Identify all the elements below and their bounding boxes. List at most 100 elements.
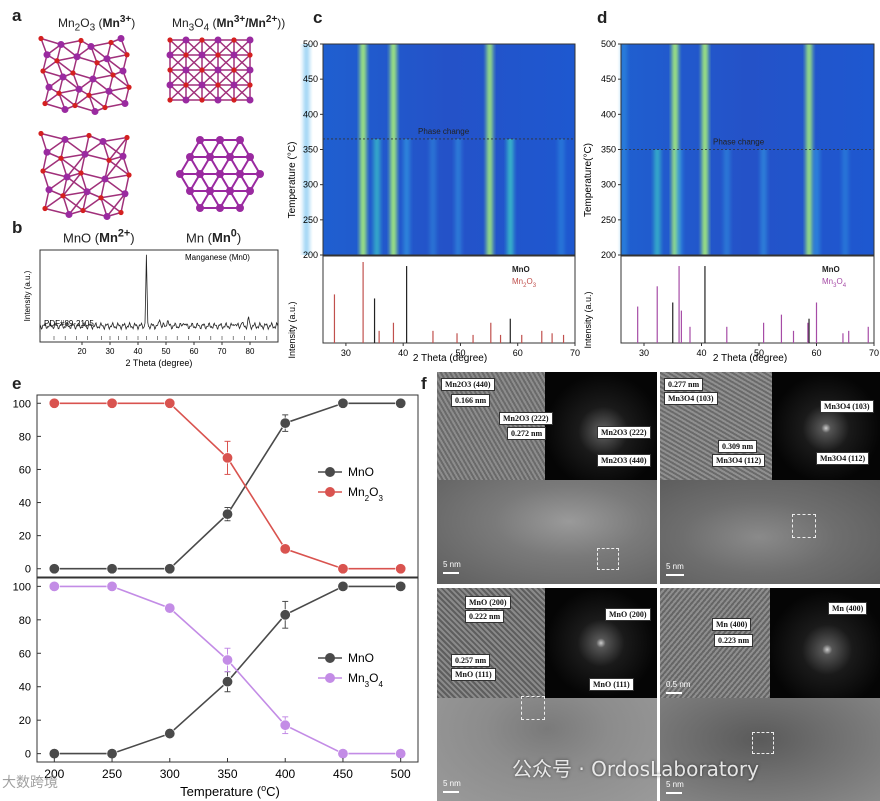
mn2o3-structure-atom [56,90,62,96]
mn3o4-structure-bond [169,39,187,56]
panel-e-xtick-label: 500 [391,767,411,781]
panel-e-bottom-ytick-label: 80 [19,615,31,627]
panel-b-xtick-label: 60 [190,347,199,356]
mn3o4-structure-bond [185,84,203,101]
tem-q2-fft1: Mn3O4 (103) [820,400,874,413]
panel-c-heat-band [455,138,462,255]
mno-structure-bond [66,153,86,178]
panel-e-top-legend-label: Mn2O3 [348,485,383,503]
mno-structure-atom [63,173,71,181]
mno-structure-atom [126,172,132,178]
mn2o3-structure-bond [58,92,76,107]
panel-e-top-ytick-label: 40 [19,498,31,510]
mn3o4-structure-atom [246,96,254,104]
panel-c-heat-band [558,138,565,255]
mn2o3-structure-atom [105,87,113,95]
panel-c-heat-band [303,44,310,255]
mn2o3-structure-atom [70,70,76,76]
mn2o3-structure-atom [102,104,108,111]
mn3o4-structure-atom [231,97,237,103]
mn3o4-structure-atom [199,97,205,103]
tem-q1-scale: 5 nm [443,560,461,569]
panel-c-xtick-label: 70 [570,348,580,358]
tem-q3-lattice1: MnO (200) [465,596,511,609]
panel-e-top-point-mn2o3 [279,543,291,555]
panel-e-top-ytick-label: 100 [13,398,31,410]
panel-c-chart: Temperature (°C) Intensity (a.u.) 2 Thet… [287,39,580,364]
mno-structure-bond [64,138,86,155]
mn-structure-atom [246,187,254,195]
panel-label-e: e [12,374,22,393]
panel-d-ytick-label: 500 [601,39,616,49]
mn-structure-atom [216,204,224,212]
panel-d-heat-band [672,44,679,255]
mn2o3-structure-atom [73,53,81,61]
mno-structure-bond [48,176,68,191]
panel-e-xtick-label: 350 [217,767,237,781]
panel-e-top-point-mno [106,563,118,575]
tem-q2-fft2: Mn3O4 (112) [816,452,870,465]
tem-q3: MnO (200) 0.222 nm 0.257 nm MnO (111) Mn… [437,588,657,801]
mn2o3-structure-bond [56,60,74,74]
panel-label-d: d [597,8,608,27]
panel-d-ytick-label: 300 [601,180,616,190]
tem-q1-fft1: Mn2O3 (222) [597,426,651,439]
panel-c-heat-band [403,138,410,255]
mno-structure-bond [68,191,88,215]
panel-c-ytick-label: 300 [303,180,318,190]
mno-structure-bond [60,157,82,174]
mn2o3-structure-bond [112,74,130,88]
tem-q3-scale: 5 nm [443,779,461,788]
panel-e-bottom-ytick-label: 40 [19,682,31,694]
mno-structure-bond [108,159,130,176]
mno-structure-bond [42,170,68,178]
panel-d-ytick-label: 350 [601,145,616,155]
mn2o3-structure-atom [61,106,69,113]
panel-e-xtick-label: 450 [333,767,353,781]
mn3o4-structure-bond [233,54,251,71]
mn3o4-structure-bond [201,69,219,86]
panel-e-xtick-label: 400 [275,767,295,781]
mno-structure-atom [106,157,112,163]
tem-q3-dist2: 0.257 nm [451,654,491,667]
mn3o4-structure-atom [167,37,173,43]
mn3o4-structure-bond [217,54,235,71]
mn3o4-structure-atom [166,81,174,89]
panel-d-ytick-label: 450 [601,74,616,84]
mn3o4-structure-bond [217,84,235,101]
mn2o3-structure-atom [75,85,83,93]
mn2o3-structure-atom [42,100,48,107]
panel-d-legend-1: Mn3O4 [822,277,847,289]
mn3o4-structure-atom [199,37,205,43]
mn3o4-structure-atom [167,97,173,103]
panel-e-top-legend-marker [325,487,335,497]
mno-structure-atom [40,168,46,174]
panel-b-xlabel: 2 Theta (degree) [126,358,193,368]
panel-b-pattern [39,254,279,332]
tem-q3-lowmag [437,698,657,801]
panel-c-ytick-label: 450 [303,74,318,84]
panel-e-xtick-label: 250 [102,767,122,781]
mno-structure-bond [104,178,126,195]
mn2o3-structure-atom [94,60,100,66]
mno-structure-bond [102,140,124,157]
mn3o4-structure-atom [231,37,237,43]
tem-q3-dist1: 0.222 nm [465,610,505,623]
panel-label-c: c [313,8,323,27]
panel-b-frame [39,249,279,343]
mn2o3-structure-bond [44,92,60,105]
mn3o4-structure-bond [169,69,187,86]
panel-e-bottom-point-mno [106,748,118,760]
panel-e-top-ytick-label: 0 [25,564,31,576]
mn3o4-structure-atom [247,82,253,88]
panel-c-phase-label: Phase change [418,127,470,136]
mno-structure-atom [42,205,48,212]
panel-e-bottom-point-mno [279,609,291,621]
panel-d-ytick-label: 200 [601,250,616,260]
tem-q4-scale2-bar [666,792,682,794]
mn2o3-structure-atom [126,84,132,90]
panel-c-intensity-label: Intensity (a.u.) [287,301,297,358]
mn-structure-atom [196,170,204,178]
mno-structure-bond [102,136,128,143]
panel-d-xtick-label: 50 [754,348,764,358]
